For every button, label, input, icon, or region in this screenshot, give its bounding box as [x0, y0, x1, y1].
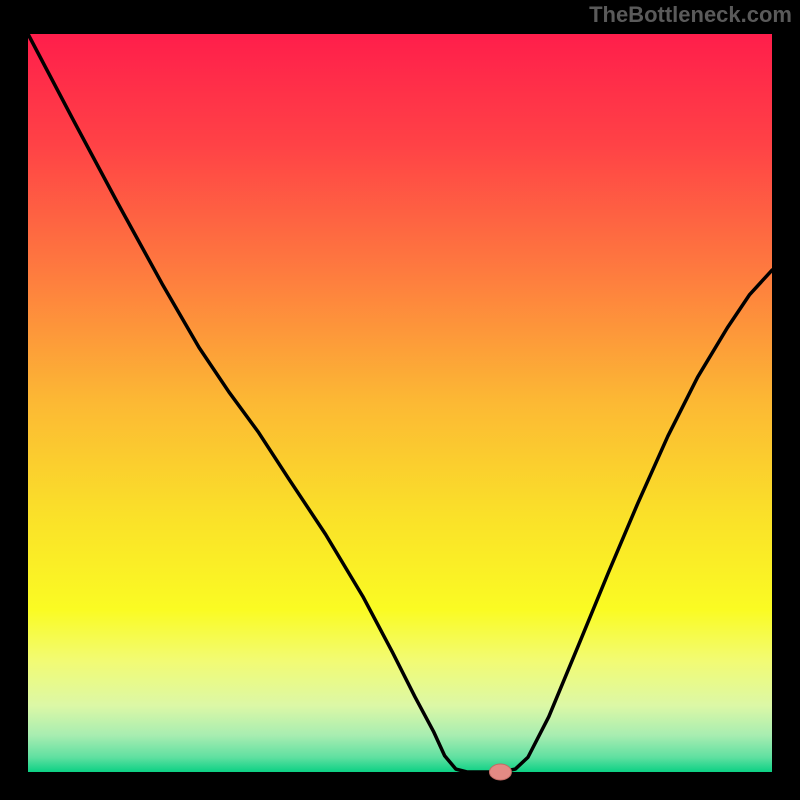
- bottleneck-chart: [0, 0, 800, 800]
- optimum-marker: [489, 764, 511, 780]
- watermark-text: TheBottleneck.com: [589, 2, 792, 28]
- chart-container: TheBottleneck.com: [0, 0, 800, 800]
- plot-gradient-background: [28, 34, 772, 772]
